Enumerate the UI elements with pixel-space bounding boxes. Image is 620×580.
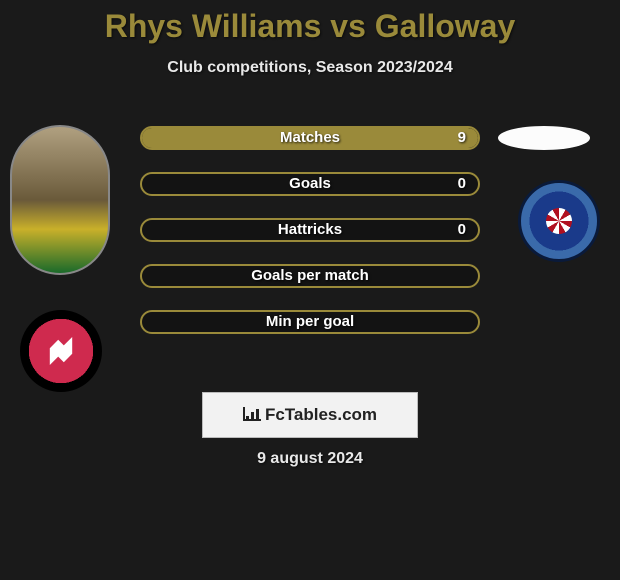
bar-value-right: 0	[458, 220, 466, 240]
bar-label: Goals	[142, 174, 478, 194]
club-badge-right	[518, 180, 600, 262]
date-text: 9 august 2024	[0, 450, 620, 468]
club-badge-left	[20, 310, 102, 392]
bar-value-right: 0	[458, 174, 466, 194]
footer-brand-text: FcTables.com	[265, 405, 377, 424]
bar-row: Goals per match	[140, 264, 480, 288]
subtitle: Club competitions, Season 2023/2024	[0, 59, 620, 77]
comparison-bars: Matches9Goals0Hattricks0Goals per matchM…	[140, 126, 480, 356]
bar-value-right: 9	[458, 128, 466, 148]
bar-row: Min per goal	[140, 310, 480, 334]
bar-label: Goals per match	[142, 266, 478, 286]
player-right-avatar	[498, 126, 590, 150]
bar-label: Hattricks	[142, 220, 478, 240]
bar-label: Matches	[142, 128, 478, 148]
bar-label: Min per goal	[142, 312, 478, 332]
bar-row: Matches9	[140, 126, 480, 150]
bar-row: Goals0	[140, 172, 480, 196]
player-left-avatar	[10, 125, 110, 275]
chart-icon	[243, 407, 261, 421]
page-title: Rhys Williams vs Galloway	[0, 0, 620, 45]
footer-brand: FcTables.com	[202, 392, 418, 438]
bar-row: Hattricks0	[140, 218, 480, 242]
